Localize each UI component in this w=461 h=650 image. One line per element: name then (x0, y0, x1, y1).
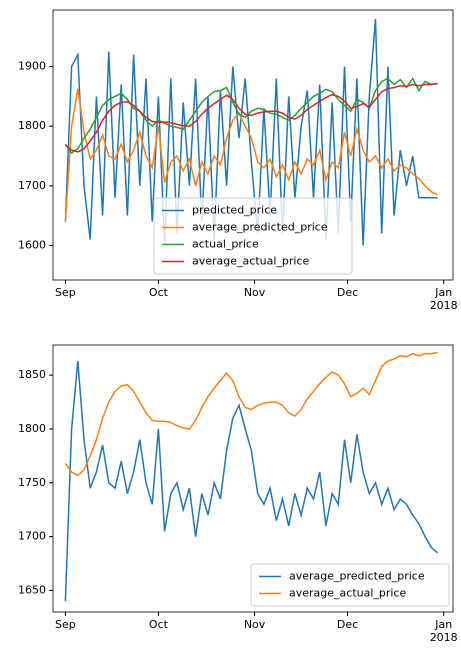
series-line (64, 83, 438, 153)
x-tick-label: Dec (337, 286, 358, 299)
series-line (64, 88, 438, 222)
legend-label: predicted_price (192, 204, 277, 217)
x-tick-label: Dec (337, 618, 358, 631)
x-tick-label: Oct (149, 618, 169, 631)
y-tick-label: 1900 (18, 60, 46, 73)
y-tick-label: 1650 (18, 583, 46, 596)
series-line (64, 77, 438, 155)
x-tick-label: Nov (244, 618, 266, 631)
legend: average_predicted_price average_actual_pr… (250, 563, 450, 607)
x-tick-sublabel: 2018 (430, 631, 458, 644)
y-tick-label: 1750 (18, 476, 46, 489)
plot-frame (52, 9, 454, 281)
legend-label: average_actual_price (289, 587, 407, 600)
x-tick-label: Jan (434, 286, 452, 299)
legend-label: average_actual_price (192, 255, 310, 268)
y-tick-label: 1800 (18, 119, 46, 132)
series-line (64, 18, 438, 246)
legend-box (250, 563, 450, 607)
x-tick-label: Jan (434, 618, 452, 631)
legend: predicted_price average_predicted_priceac… (153, 197, 353, 275)
x-tick-label: Sep (55, 618, 76, 631)
y-tick-label: 1850 (18, 368, 46, 381)
legend-label: average_predicted_price (192, 221, 328, 234)
legend-label: average_predicted_price (289, 570, 425, 583)
plot-frame (52, 344, 454, 613)
x-tick-label: Nov (244, 286, 266, 299)
series-line (64, 351, 438, 477)
legend-box (153, 197, 353, 275)
y-tick-label: 1800 (18, 422, 46, 435)
y-tick-label: 1600 (18, 238, 46, 251)
y-tick-label: 1700 (18, 530, 46, 543)
x-tick-label: Sep (55, 286, 76, 299)
x-tick-sublabel: 2018 (430, 299, 458, 312)
x-tick-label: Oct (149, 286, 169, 299)
y-tick-label: 1700 (18, 179, 46, 192)
legend-label: actual_price (192, 238, 259, 251)
series-line (64, 361, 438, 602)
